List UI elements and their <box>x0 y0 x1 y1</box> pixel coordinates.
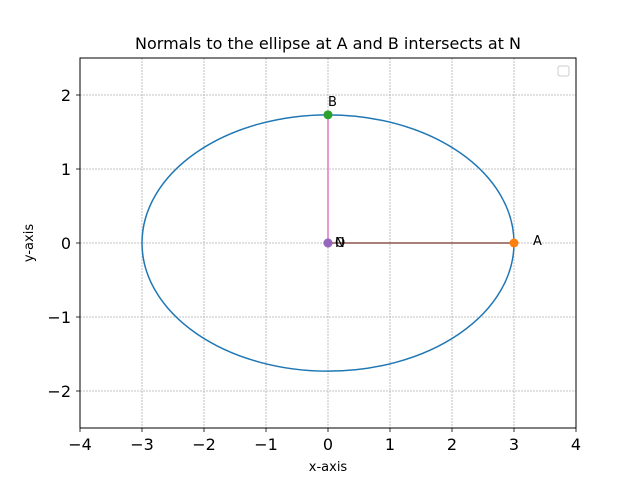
y-tick-label: −1 <box>47 308 71 327</box>
x-tick-label: 4 <box>571 435 581 454</box>
x-tick-label: 0 <box>323 435 333 454</box>
point-label-n: N <box>335 236 345 251</box>
x-tick-label: −3 <box>130 435 154 454</box>
chart-title: Normals to the ellipse at A and B inters… <box>135 34 521 53</box>
legend-box <box>557 65 570 77</box>
x-tick-label: 3 <box>509 435 519 454</box>
point-a <box>509 238 519 248</box>
x-axis-label: x-axis <box>309 460 348 475</box>
point-b <box>323 110 333 120</box>
x-tick-label: 1 <box>385 435 395 454</box>
y-tick-label: 2 <box>61 86 71 105</box>
point-label-b: B <box>328 95 337 110</box>
point-label-o: O <box>335 236 345 251</box>
x-tick-label: −2 <box>192 435 216 454</box>
point-label-a: A <box>533 234 542 249</box>
plot-area: A B NO <box>141 95 542 372</box>
x-tick-label: −4 <box>68 435 92 454</box>
ticks: −4 −3 −2 −1 0 1 2 3 4 −2 −1 0 1 2 <box>47 86 581 454</box>
x-tick-label: 2 <box>447 435 457 454</box>
y-tick-label: 0 <box>61 234 71 253</box>
x-tick-label: −1 <box>254 435 278 454</box>
y-tick-label: −2 <box>47 382 71 401</box>
y-axis-label: y-axis <box>22 224 37 262</box>
point-o <box>323 238 333 248</box>
y-tick-label: 1 <box>61 160 71 179</box>
